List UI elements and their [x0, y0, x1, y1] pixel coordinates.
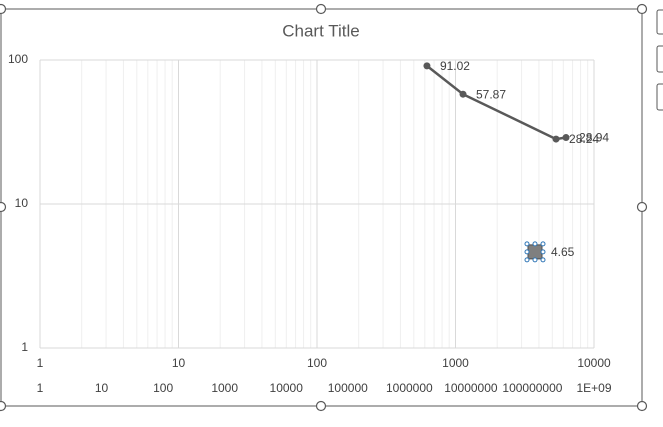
x2-tick-label: 1 [37, 381, 44, 395]
x-tick-label: 10 [172, 356, 186, 370]
y-tick-label: 1 [21, 340, 28, 354]
handle[interactable] [0, 3, 7, 15]
selection-dot [524, 257, 530, 263]
x2-tick-label: 10 [95, 381, 109, 395]
selection-dot [532, 257, 538, 263]
y-tick-label: 100 [8, 52, 28, 66]
handle[interactable] [315, 400, 327, 412]
data-label: 28.94 [579, 131, 609, 145]
chart-title: Chart Title [282, 21, 359, 40]
data-label: 28.24 [569, 132, 599, 146]
x2-tick-label: 10000 [270, 381, 304, 395]
point [562, 134, 570, 142]
point [527, 244, 543, 260]
selection-dot [540, 257, 546, 263]
handle[interactable] [0, 400, 7, 412]
data-label: 4.65 [551, 245, 575, 259]
selection-handles [0, 3, 648, 412]
point [552, 135, 560, 143]
x2-tick-label: 10000000 [444, 381, 498, 395]
x2-tick-label: 100 [153, 381, 173, 395]
x2-tick-label: 100000 [328, 381, 368, 395]
handle[interactable] [636, 400, 648, 412]
x-tick-label: 1 [37, 356, 44, 370]
handle[interactable] [636, 3, 648, 15]
selection-dot [540, 249, 546, 255]
x2-tick-label: 1000000 [386, 381, 433, 395]
grid [39, 59, 595, 349]
x-tick-label: 100 [307, 356, 327, 370]
chart-filters-button[interactable] [656, 83, 663, 111]
x-tick-label: 1000 [442, 356, 469, 370]
series-line [426, 64, 567, 141]
selection-dot [524, 241, 530, 247]
chart-frame[interactable] [0, 8, 643, 407]
handle[interactable] [315, 3, 327, 15]
x2-tick-label: 1E+09 [576, 381, 611, 395]
handle[interactable] [636, 201, 648, 213]
selection-dot [524, 249, 530, 255]
chart-styles-button[interactable] [656, 45, 663, 73]
x2-tick-label: 1000 [211, 381, 238, 395]
selection-dot [540, 241, 546, 247]
x2-tick-label: 100000000 [502, 381, 562, 395]
point [459, 90, 467, 98]
data-label: 91.02 [440, 59, 470, 73]
handle[interactable] [0, 201, 7, 213]
y-tick-label: 10 [15, 196, 29, 210]
selection-dot [532, 241, 538, 247]
data-label: 57.87 [476, 87, 506, 101]
chart-buttons [656, 9, 663, 111]
point [423, 62, 431, 70]
x-tick-label: 10000 [577, 356, 611, 370]
chart-elements-button[interactable] [656, 9, 663, 35]
